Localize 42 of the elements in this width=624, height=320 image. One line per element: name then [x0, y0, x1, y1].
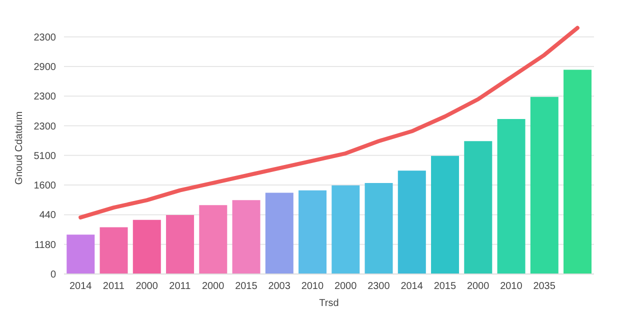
text: 2300: [34, 32, 56, 44]
text: 1600: [34, 180, 56, 192]
x-tick-label: 2015: [434, 281, 456, 292]
bar: [431, 156, 460, 274]
bar: [66, 234, 95, 274]
bar: [265, 192, 294, 274]
bar: [132, 220, 161, 274]
x-tick-label: 2014: [69, 281, 92, 292]
y-axis-title: Gnoud Cdatdum: [14, 111, 25, 185]
bar: [332, 185, 360, 274]
x-tick-label: 2003: [268, 281, 291, 292]
x-axis-title: Trsd: [319, 298, 339, 309]
x-tick-label: 2011: [169, 281, 192, 292]
x-tick-label: 2015: [235, 281, 258, 292]
x-tick-label: 2010: [301, 281, 324, 292]
text: 440: [39, 210, 56, 222]
bar: [232, 200, 260, 274]
x-tick-label: 2011: [102, 281, 125, 292]
text: 0: [50, 270, 56, 280]
text: 2300: [34, 92, 56, 103]
x-tick-label: 2010: [500, 281, 523, 292]
bar: [464, 141, 492, 274]
bar: [530, 96, 558, 274]
text: 1180: [34, 240, 56, 251]
text: 2900: [34, 62, 56, 73]
x-tick-label: 2035: [533, 281, 556, 292]
text: 5100: [34, 150, 56, 162]
text: 2300: [34, 121, 56, 132]
bar: [199, 205, 228, 274]
bar: [100, 227, 128, 274]
bar: [497, 118, 526, 274]
x-tick-label: 2000: [136, 281, 158, 292]
bar: [364, 182, 393, 274]
x-tick-label: 2000: [466, 281, 490, 292]
bar: [398, 170, 426, 274]
bar: [564, 70, 592, 274]
x-tick-label: 2300: [368, 281, 390, 292]
x-tick-label: 2000: [202, 281, 225, 292]
bar: [166, 214, 194, 274]
x-tick-label: 2014: [400, 281, 424, 292]
x-tick-label: 2000: [334, 281, 358, 292]
bar: [298, 190, 327, 274]
